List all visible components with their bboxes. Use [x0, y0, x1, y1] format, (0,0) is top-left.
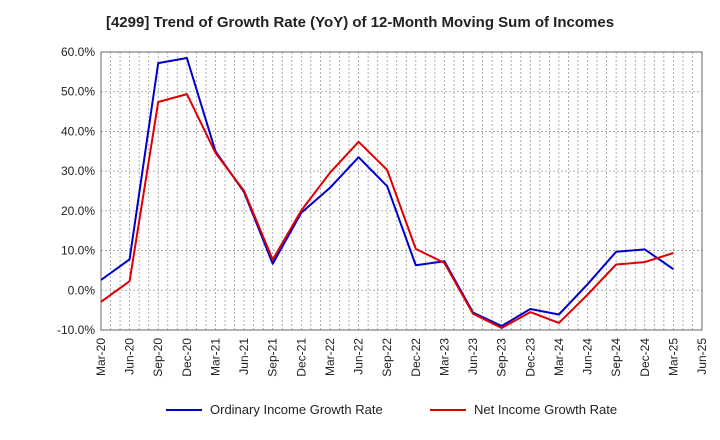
- x-tick-label: Mar-23: [437, 338, 451, 376]
- x-tick-label: Jun-22: [352, 338, 366, 375]
- x-tick-label: Mar-24: [552, 338, 566, 376]
- legend-label-2: Net Income Growth Rate: [474, 402, 617, 417]
- x-tick-label: Dec-21: [294, 338, 308, 377]
- y-tick-label: 40.0%: [61, 124, 95, 138]
- x-tick-label: Jun-23: [466, 338, 480, 375]
- x-tick-label: Dec-20: [180, 338, 194, 377]
- legend-label-1: Ordinary Income Growth Rate: [210, 402, 383, 417]
- x-tick-label: Mar-20: [94, 338, 108, 376]
- plot-area: [101, 52, 702, 330]
- x-tick-label: Dec-22: [409, 338, 423, 377]
- x-tick-label: Sep-22: [380, 338, 394, 377]
- y-tick-label: -10.0%: [57, 323, 95, 337]
- y-tick-label: 20.0%: [61, 204, 95, 218]
- y-tick-label: 60.0%: [61, 45, 95, 59]
- x-tick-label: Mar-22: [323, 338, 337, 376]
- chart-title: [4299] Trend of Growth Rate (YoY) of 12-…: [105, 14, 615, 31]
- x-tick-label: Sep-23: [495, 338, 509, 377]
- x-tick-label: Jun-24: [581, 338, 595, 375]
- x-tick-label: Dec-23: [523, 338, 537, 377]
- x-tick-label: Sep-21: [266, 338, 280, 377]
- y-tick-label: 50.0%: [61, 85, 95, 99]
- x-tick-label: Mar-25: [666, 338, 680, 376]
- x-tick-label: Sep-24: [609, 338, 623, 377]
- y-tick-label: 10.0%: [61, 244, 95, 258]
- x-tick-label: Jun-20: [123, 338, 137, 375]
- y-tick-label: 0.0%: [68, 283, 96, 297]
- x-tick-label: Sep-20: [151, 338, 165, 377]
- y-tick-label: 30.0%: [61, 164, 95, 178]
- x-tick-label: Dec-24: [638, 338, 652, 377]
- series-line-1: [100, 57, 674, 327]
- x-tick-label: Mar-21: [208, 338, 222, 376]
- plot-border: [100, 51, 703, 331]
- x-tick-label: Jun-25: [695, 338, 709, 375]
- x-tick-label: Jun-21: [237, 338, 251, 375]
- series-line-2: [100, 93, 674, 329]
